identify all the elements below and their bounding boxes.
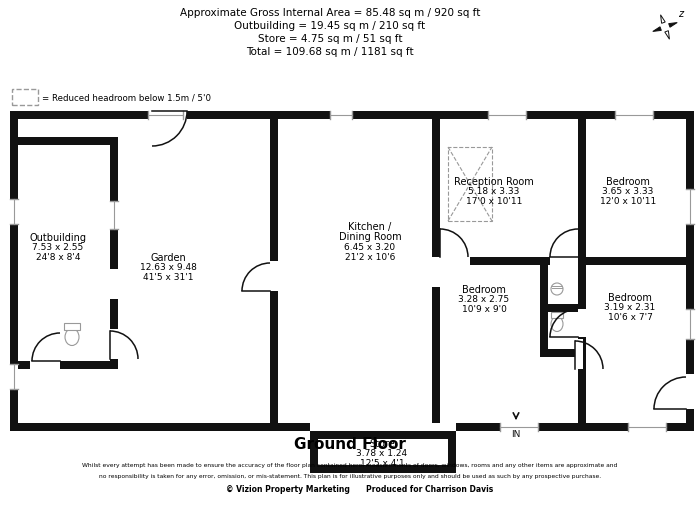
- Polygon shape: [661, 16, 665, 24]
- Bar: [448, 148, 492, 221]
- Bar: [270, 262, 278, 292]
- Bar: [270, 112, 692, 120]
- Text: Approximate Gross Internal Area = 85.48 sq m / 920 sq ft: Approximate Gross Internal Area = 85.48 …: [180, 8, 480, 18]
- Bar: [64, 323, 80, 330]
- Bar: [550, 258, 578, 266]
- Text: Bedroom: Bedroom: [608, 293, 652, 302]
- Text: Store: Store: [369, 438, 395, 448]
- Bar: [440, 258, 470, 266]
- Bar: [10, 112, 18, 431]
- Text: Whilst every attempt has been made to ensure the accuracy of the floor plan cont: Whilst every attempt has been made to en…: [83, 463, 617, 468]
- Bar: [686, 374, 694, 409]
- Text: 41'5 x 31'1: 41'5 x 31'1: [143, 273, 193, 282]
- Text: Store = 4.75 sq m / 51 sq ft: Store = 4.75 sq m / 51 sq ft: [258, 34, 402, 44]
- Text: 3.28 x 2.75: 3.28 x 2.75: [458, 295, 510, 304]
- Bar: [310, 423, 456, 431]
- Bar: [508, 423, 516, 431]
- Text: 12.63 x 9.48: 12.63 x 9.48: [139, 263, 197, 272]
- Polygon shape: [665, 32, 669, 40]
- Bar: [551, 313, 563, 318]
- Bar: [575, 340, 583, 369]
- Bar: [540, 349, 586, 357]
- Text: 5.18 x 3.33: 5.18 x 3.33: [468, 187, 519, 196]
- Text: no responsibility is taken for any error, omission, or mis-statement. This plan : no responsibility is taken for any error…: [99, 473, 601, 478]
- Text: Garden: Garden: [150, 252, 186, 263]
- Text: © Vizion Property Marketing: © Vizion Property Marketing: [226, 485, 350, 494]
- Text: 12'5 x 4'1: 12'5 x 4'1: [360, 459, 405, 468]
- Text: Ground Floor: Ground Floor: [294, 437, 406, 451]
- Bar: [148, 112, 183, 120]
- Bar: [10, 112, 270, 120]
- Bar: [540, 258, 548, 352]
- Ellipse shape: [65, 329, 79, 346]
- Bar: [330, 112, 352, 120]
- Bar: [686, 112, 694, 431]
- Text: Kitchen /: Kitchen /: [349, 221, 391, 232]
- Bar: [628, 423, 666, 431]
- Text: = Reduced headroom below 1.5m / 5'0: = Reduced headroom below 1.5m / 5'0: [42, 93, 211, 102]
- Text: 17'0 x 10'11: 17'0 x 10'11: [466, 197, 522, 206]
- Bar: [270, 423, 692, 431]
- Bar: [686, 309, 694, 340]
- Text: 10'9 x 9'0: 10'9 x 9'0: [461, 305, 506, 314]
- Bar: [110, 269, 118, 299]
- Text: IN: IN: [511, 429, 521, 438]
- Bar: [310, 431, 456, 439]
- Text: Produced for Charrison Davis: Produced for Charrison Davis: [366, 485, 494, 494]
- Text: 3.65 x 3.33: 3.65 x 3.33: [602, 187, 654, 196]
- Ellipse shape: [551, 317, 563, 332]
- Text: 21'2 x 10'6: 21'2 x 10'6: [345, 252, 396, 261]
- Text: Outbuilding = 19.45 sq m / 210 sq ft: Outbuilding = 19.45 sq m / 210 sq ft: [234, 21, 426, 31]
- Bar: [310, 465, 456, 473]
- Bar: [110, 329, 118, 359]
- Bar: [540, 304, 578, 313]
- Bar: [432, 258, 440, 288]
- Bar: [10, 423, 270, 431]
- Text: Dining Room: Dining Room: [339, 232, 401, 242]
- Text: 7.53 x 2.55: 7.53 x 2.55: [32, 243, 83, 252]
- Bar: [110, 138, 118, 361]
- Text: 10'6 x 7'7: 10'6 x 7'7: [608, 313, 652, 322]
- Bar: [10, 138, 118, 146]
- Bar: [432, 112, 440, 431]
- Polygon shape: [668, 23, 677, 28]
- Text: Bedroom: Bedroom: [606, 177, 650, 187]
- Bar: [578, 309, 586, 337]
- Bar: [578, 112, 586, 431]
- Bar: [10, 200, 18, 224]
- Text: 12'0 x 10'11: 12'0 x 10'11: [600, 197, 656, 206]
- Text: Reception Room: Reception Room: [454, 177, 534, 187]
- Text: 24'8 x 8'4: 24'8 x 8'4: [36, 253, 80, 262]
- Polygon shape: [653, 27, 662, 33]
- Bar: [448, 431, 456, 473]
- Text: 6.45 x 3.20: 6.45 x 3.20: [344, 242, 395, 251]
- Text: 3.78 x 1.24: 3.78 x 1.24: [356, 448, 407, 458]
- Text: Bedroom: Bedroom: [462, 285, 506, 294]
- Bar: [110, 202, 118, 230]
- Text: 3.19 x 2.31: 3.19 x 2.31: [604, 303, 656, 312]
- Bar: [500, 423, 538, 431]
- Bar: [270, 112, 278, 431]
- Bar: [488, 112, 526, 120]
- Ellipse shape: [551, 284, 563, 295]
- Bar: [10, 361, 118, 369]
- Bar: [615, 112, 653, 120]
- Bar: [10, 364, 18, 389]
- Text: Outbuilding: Outbuilding: [29, 233, 87, 242]
- Bar: [30, 361, 60, 369]
- Text: z: z: [678, 9, 684, 19]
- Bar: [12, 90, 38, 106]
- Bar: [686, 112, 694, 423]
- Bar: [440, 258, 686, 266]
- Bar: [310, 431, 318, 473]
- Bar: [686, 190, 694, 224]
- Text: Total = 109.68 sq m / 1181 sq ft: Total = 109.68 sq m / 1181 sq ft: [246, 47, 414, 57]
- Bar: [152, 112, 187, 120]
